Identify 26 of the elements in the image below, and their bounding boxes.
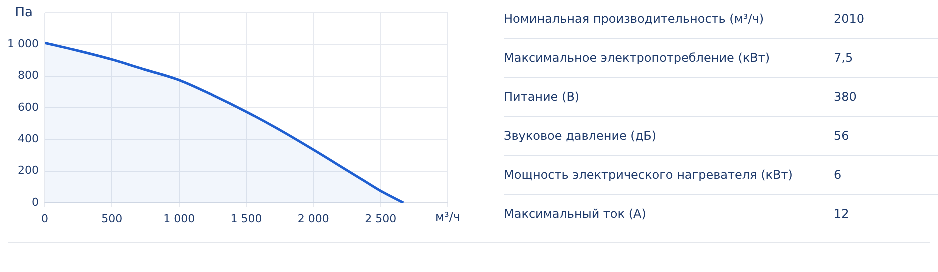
text: 2010 <box>834 12 865 26</box>
text: Номинальная производительность (м³/ч) <box>504 12 766 26</box>
x-tick-label: 2 000 <box>298 212 330 226</box>
text: 12 <box>834 207 850 221</box>
text: Звуковое давление (дБ) <box>504 129 658 143</box>
text: Максимальное электропотребление (кВт) <box>504 51 772 65</box>
x-tick-label: 0 <box>42 212 48 226</box>
y-tick-label: 0 <box>32 196 39 209</box>
text: 7,5 <box>834 51 854 65</box>
x-tick-label: 1 000 <box>164 212 196 226</box>
x-tick-label: 2 500 <box>365 212 397 226</box>
y-axis-title: Па <box>15 5 33 20</box>
y-tick-label: 800 <box>18 69 39 82</box>
text: Питание (В) <box>504 90 581 104</box>
x-tick-label: 500 <box>102 212 123 226</box>
x-tick-label: 1 500 <box>230 212 262 226</box>
text: 6 <box>834 168 842 182</box>
text: 380 <box>834 90 857 104</box>
text: Максимальный ток (А) <box>504 207 648 221</box>
y-tick-label: 1 000 <box>8 38 39 51</box>
y-tick-label: 400 <box>18 132 39 146</box>
text: Мощность электрического нагревателя (кВт) <box>504 168 794 182</box>
y-tick-label: 600 <box>18 100 39 114</box>
x-axis-title: м³/ч <box>436 210 460 224</box>
y-tick-label: 200 <box>18 164 39 178</box>
text: 56 <box>834 129 850 143</box>
